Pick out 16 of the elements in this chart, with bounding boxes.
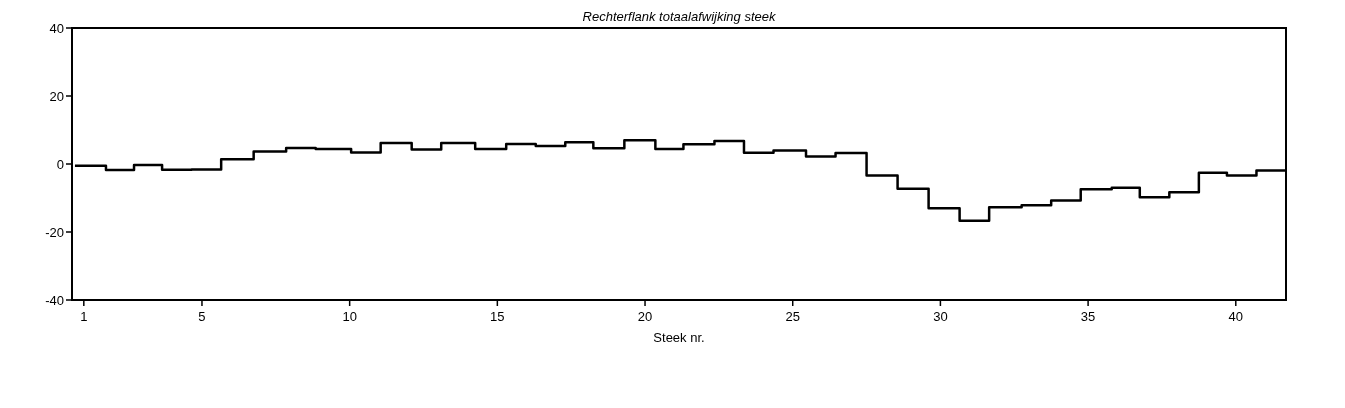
- x-tick-label: 35: [1080, 309, 1096, 324]
- x-tick-label: 5: [198, 309, 206, 324]
- y-tick-label: 40: [49, 20, 64, 36]
- x-tick-label: 1: [80, 309, 88, 324]
- x-axis-title: Steek nr.: [653, 330, 705, 345]
- y-tick-label: 0: [56, 156, 64, 172]
- x-tick-label: 10: [342, 309, 357, 324]
- x-tick-label: 20: [637, 309, 653, 324]
- x-tick-label: 15: [490, 309, 505, 324]
- chart-title: Rechterflank totaalafwijking steek: [582, 9, 777, 24]
- x-tick-label: 40: [1228, 309, 1244, 324]
- x-tick-label: 25: [785, 309, 800, 324]
- x-tick-label: 30: [933, 309, 948, 324]
- y-tick-label: -40: [45, 292, 64, 308]
- y-tick-label: -20: [45, 224, 64, 240]
- y-tick-label: 20: [49, 88, 64, 104]
